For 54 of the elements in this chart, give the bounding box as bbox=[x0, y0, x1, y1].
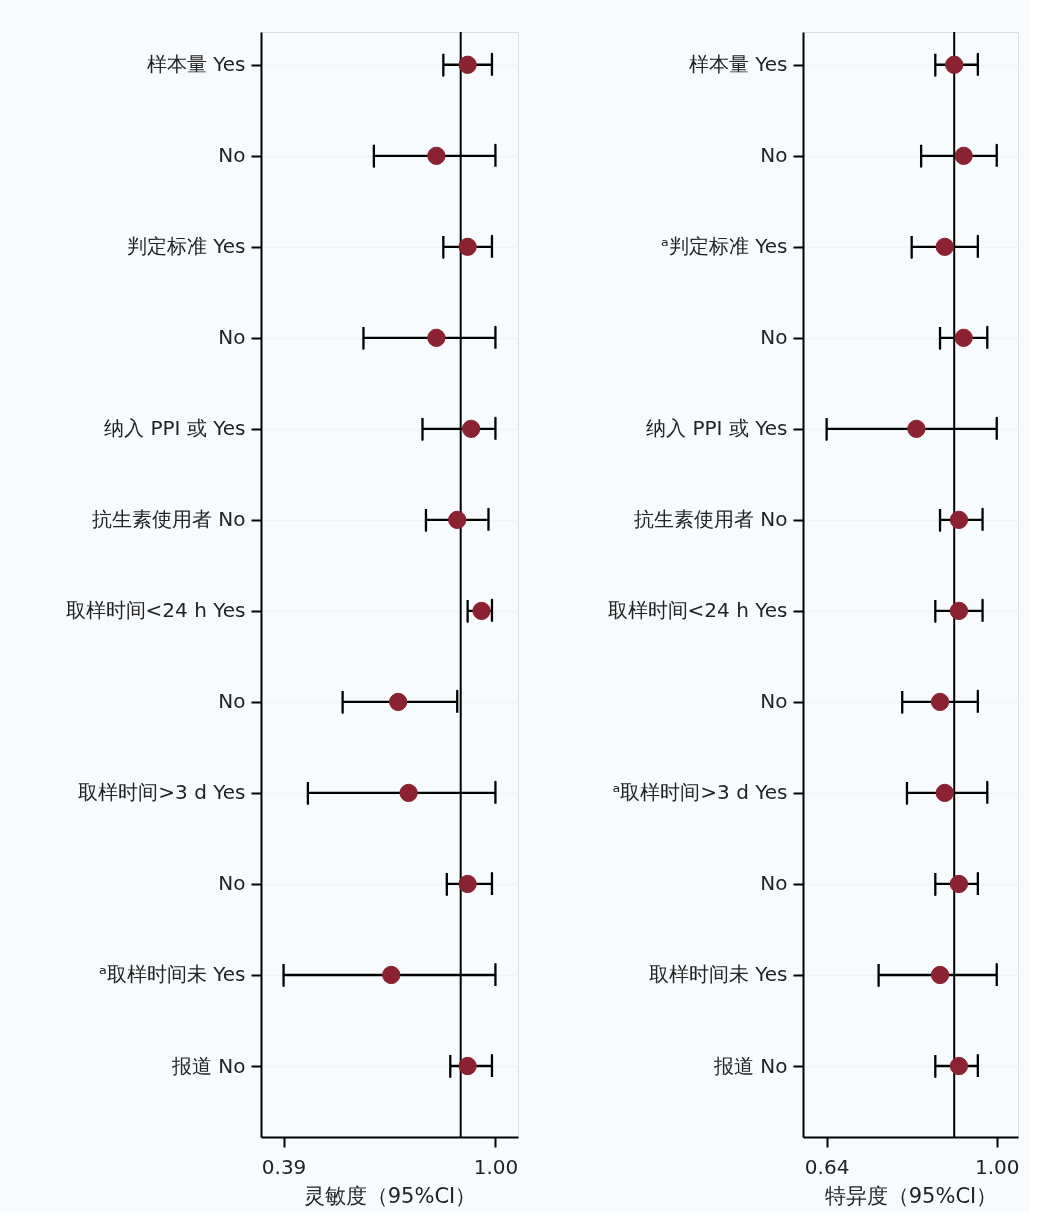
point bbox=[427, 146, 446, 165]
y-tick-label: ᵃ取样时间未 Yes bbox=[99, 962, 246, 987]
point bbox=[382, 965, 401, 985]
y-tick-label: No bbox=[218, 689, 246, 714]
y-tick-label: 报道 No bbox=[170, 1053, 246, 1078]
point bbox=[458, 237, 477, 256]
point bbox=[930, 965, 950, 985]
point bbox=[461, 419, 481, 438]
y-tick-label: ᵃ取样时间>3 d Yes bbox=[612, 780, 788, 805]
y-tick-label: 样本量 Yes bbox=[688, 52, 788, 77]
point bbox=[427, 328, 446, 347]
y-tick-label: 判定标准 Yes bbox=[126, 234, 246, 259]
point bbox=[458, 1056, 477, 1076]
x-tick-label: 0.39 bbox=[261, 1154, 307, 1179]
point bbox=[945, 55, 964, 74]
point bbox=[954, 328, 973, 347]
point bbox=[448, 510, 467, 530]
point bbox=[954, 146, 973, 165]
point bbox=[935, 783, 954, 803]
point bbox=[472, 601, 491, 621]
y-tick-label: No bbox=[760, 143, 788, 168]
y-tick-label: 取样时间>3 d Yes bbox=[78, 780, 246, 805]
y-tick-label: 样本量 Yes bbox=[146, 52, 246, 77]
point bbox=[935, 237, 954, 256]
y-tick-label: 报道 No bbox=[712, 1053, 788, 1078]
y-tick-label: No bbox=[760, 689, 788, 714]
point bbox=[949, 874, 969, 894]
x-axis-title: 特异度（95%CI） bbox=[824, 1183, 998, 1208]
point bbox=[949, 1056, 969, 1076]
point bbox=[458, 874, 477, 894]
y-tick-label: 纳入 PPI 或 Yes bbox=[104, 416, 246, 441]
point bbox=[907, 419, 926, 438]
y-tick-label: No bbox=[218, 143, 246, 168]
y-tick-label: 取样时间<24 h Yes bbox=[607, 598, 788, 623]
y-tick-label: No bbox=[218, 325, 246, 350]
y-tick-label: 抗生素使用者 No bbox=[91, 507, 246, 532]
point bbox=[458, 55, 477, 74]
x-tick-label: 0.64 bbox=[804, 1154, 850, 1179]
x-tick-label: 1.00 bbox=[974, 1154, 1020, 1179]
x-axis-title: 灵敏度（95%CI） bbox=[303, 1183, 477, 1208]
point bbox=[930, 692, 950, 712]
y-tick-label: No bbox=[760, 325, 788, 350]
y-tick-label: 取样时间未 Yes bbox=[648, 962, 788, 987]
x-tick-label: 1.00 bbox=[473, 1154, 519, 1179]
y-tick-label: ᵃ判定标准 Yes bbox=[661, 234, 788, 259]
y-tick-label: No bbox=[218, 871, 246, 896]
point bbox=[389, 692, 408, 712]
point bbox=[949, 601, 969, 621]
point bbox=[399, 783, 418, 803]
point bbox=[949, 510, 969, 530]
y-tick-label: 抗生素使用者 No bbox=[633, 507, 788, 532]
y-tick-label: 取样时间<24 h Yes bbox=[65, 598, 246, 623]
y-tick-label: No bbox=[760, 871, 788, 896]
y-tick-label: 纳入 PPI 或 Yes bbox=[646, 416, 788, 441]
